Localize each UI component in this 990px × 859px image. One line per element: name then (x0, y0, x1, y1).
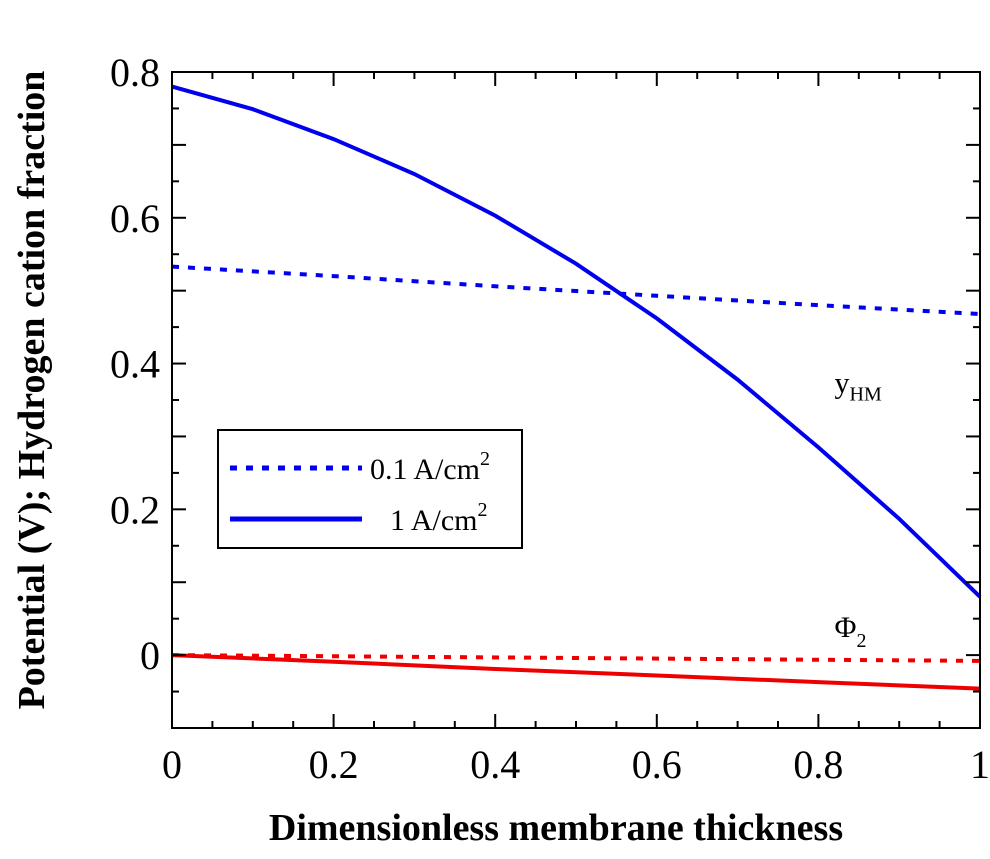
series-line-3 (171, 653, 981, 691)
legend-entry-1-label: 1 A/cm (390, 504, 478, 537)
x-tick-label: 1 (970, 742, 990, 787)
series-line-1 (171, 84, 982, 599)
annotation-y-hm: yHM (835, 367, 882, 406)
annotation-y-hm-symbol: y (835, 367, 850, 400)
annotation-phi-2-symbol: Φ (835, 611, 857, 644)
x-tick-label: 0 (162, 742, 182, 787)
y-axis-title: Potential (V); Hydrogen cation fraction (11, 71, 53, 710)
ticks (171, 71, 981, 729)
x-tick-label: 0.2 (309, 742, 359, 787)
y-tick-label: 0.4 (110, 342, 160, 387)
annotation-phi-2-subscript: 2 (856, 630, 866, 652)
x-tick-label: 0.6 (632, 742, 682, 787)
series-line-0 (171, 264, 981, 316)
legend-entry-0.1-label: 0.1 A/cm (370, 453, 480, 486)
series-line-2 (171, 653, 981, 663)
legend: 0.1 A/cm2 1 A/cm2 (217, 429, 523, 549)
annotation-y-hm-subscript: HM (850, 384, 882, 406)
y-tick-label: 0.8 (110, 50, 160, 95)
y-tick-label: 0.2 (110, 487, 160, 532)
y-tick-label: 0 (140, 633, 160, 678)
plot-lines (171, 84, 982, 691)
x-tick-label: 0.8 (793, 742, 843, 787)
legend-entry-0.1-superscript: 2 (480, 448, 490, 470)
x-axis-title: Dimensionless membrane thickness (269, 807, 843, 849)
legend-entry-1: 1 A/cm2 (390, 499, 488, 537)
legend-entry-1-superscript: 2 (478, 499, 488, 521)
legend-box (217, 429, 523, 549)
annotation-phi-2: Φ2 (835, 611, 867, 652)
tick-labels: 0 0.2 0.4 0.6 0.8 1 0 0.2 0.4 0.6 0.8 (110, 50, 990, 787)
x-tick-label: 0.4 (470, 742, 520, 787)
legend-entry-0.1: 0.1 A/cm2 (370, 448, 490, 486)
y-tick-label: 0.6 (110, 196, 160, 241)
